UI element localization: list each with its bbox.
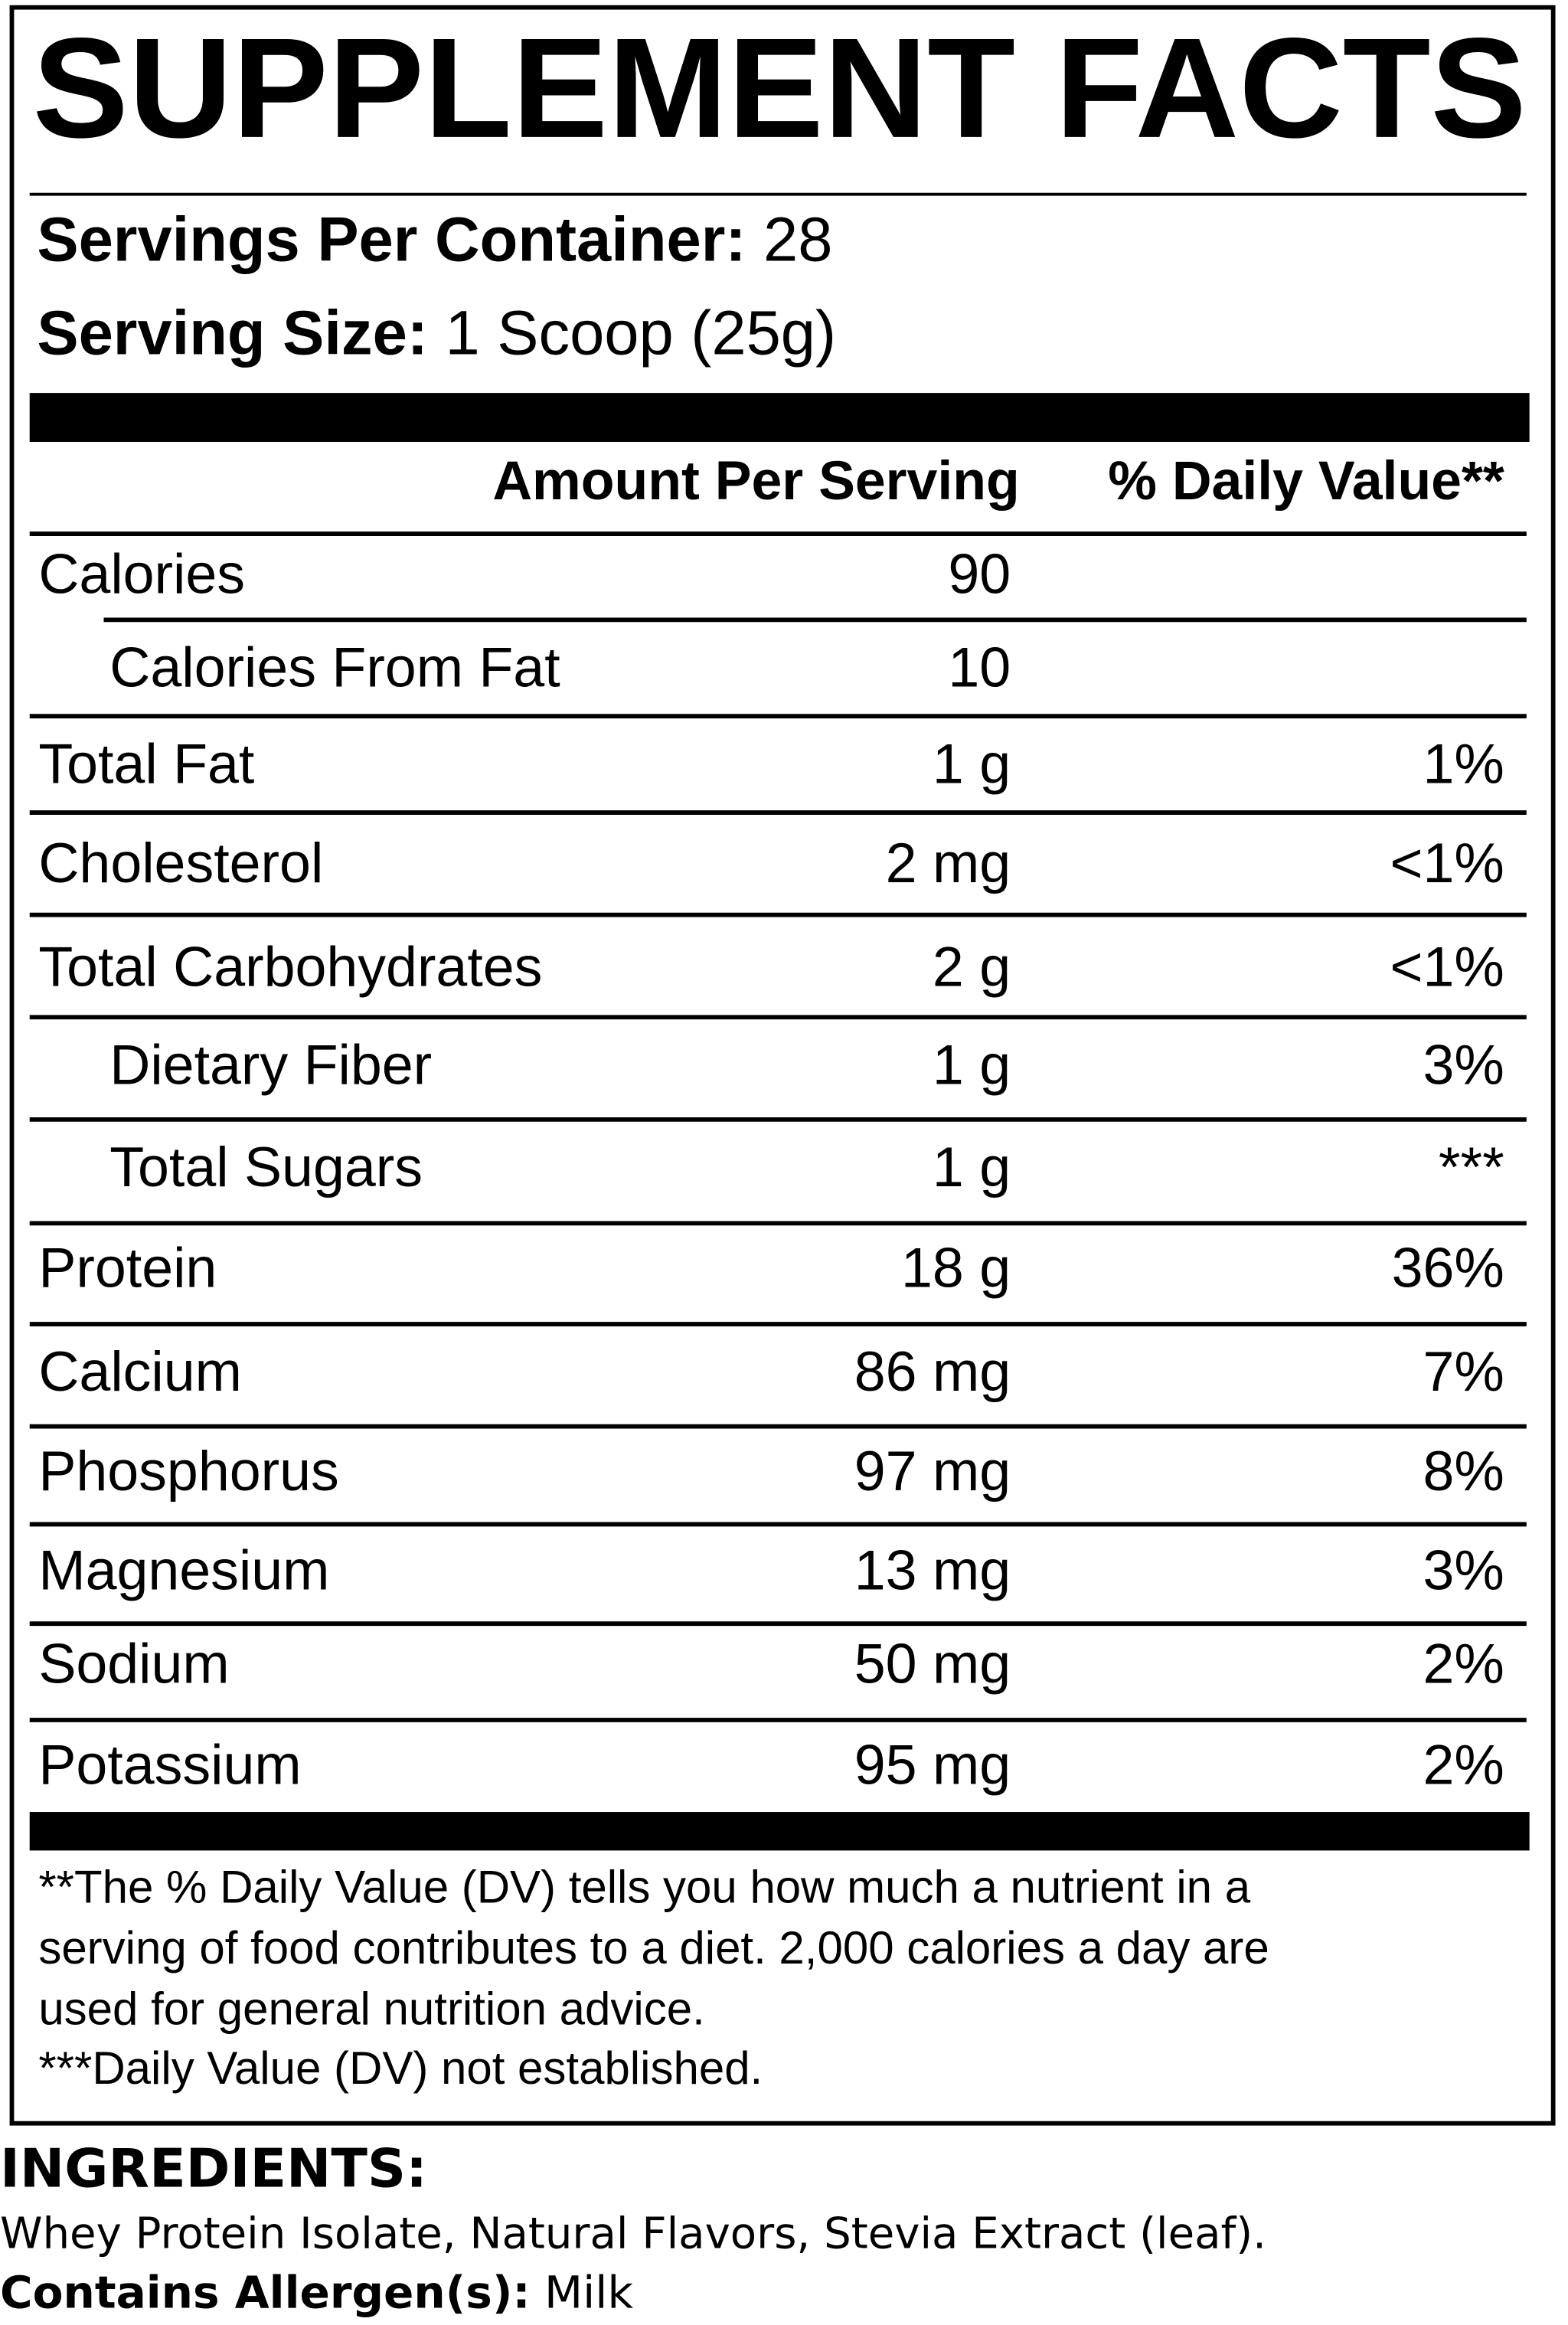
nutrient-name: Cholesterol	[38, 831, 323, 894]
nutrient-dv: ***	[1439, 1135, 1504, 1198]
allergen-value: Milk	[544, 2266, 633, 2318]
thick-bar	[29, 1812, 1530, 1851]
nutrient-name: Dietary Fiber	[109, 1032, 432, 1096]
nutrient-amount: 13 mg	[854, 1539, 1011, 1602]
serving-size: Serving Size: 1 Scoop (25g)	[37, 299, 836, 368]
nutrient-name: Magnesium	[38, 1539, 329, 1602]
servings: Servings Per Container: 28	[37, 205, 832, 275]
nutrient-amount: 86 mg	[854, 1339, 1011, 1403]
nutrient-amount: 95 mg	[854, 1732, 1011, 1796]
nutrient-dv: 8%	[1423, 1439, 1504, 1503]
nutrient-amount: 1 g	[933, 1032, 1011, 1096]
footnote: ***Daily Value (DV) not established.	[38, 2042, 763, 2094]
nutrient-dv: 1%	[1423, 731, 1504, 795]
serving-size-label: Serving Size:	[37, 299, 427, 368]
serving-size-value: 1 Scoop (25g)	[445, 299, 836, 368]
title: SUPPLEMENT FACTS	[33, 9, 1527, 168]
nutrient-dv: 3%	[1423, 1539, 1504, 1602]
nutrient-dv: 3%	[1423, 1032, 1504, 1096]
rows: Calories 90 Calories From Fat 10 Total Fat 1 …	[29, 542, 1527, 1796]
nutrient-amount: 1 g	[933, 731, 1011, 795]
nutrient-name: Potassium	[38, 1732, 301, 1796]
allergen-label: Contains Allergen(s):	[0, 2266, 531, 2318]
nutrient-dv: 2%	[1423, 1732, 1504, 1796]
nutrient-name: Total Carbohydrates	[38, 935, 542, 999]
nutrient-dv: 2%	[1423, 1632, 1504, 1696]
nutrient-name: Calories From Fat	[109, 636, 560, 699]
nutrient-name: Protein	[38, 1236, 217, 1300]
footnote: used for general nutrition advice.	[38, 1983, 704, 2034]
thick-bar	[29, 393, 1530, 442]
nutrient-name: Calories	[38, 542, 245, 606]
footnotes: **The % Daily Value (DV) tells you how m…	[38, 1862, 1269, 2094]
ingredients-heading: INGREDIENTS:	[0, 2138, 427, 2200]
header-daily-value: % Daily Value**	[1108, 450, 1504, 512]
nutrient-name: Phosphorus	[38, 1439, 338, 1503]
nutrient-amount: 2 g	[933, 935, 1011, 999]
nutrient-name: Total Sugars	[109, 1135, 423, 1198]
header-amount: Amount Per Serving	[492, 450, 1019, 512]
label-border	[9, 5, 1556, 2126]
nutrient-amount: 10	[948, 636, 1011, 699]
nutrient-dv: 7%	[1423, 1339, 1504, 1403]
footnote: serving of food contributes to a diet. 2…	[38, 1922, 1269, 1973]
nutrient-name: Total Fat	[38, 731, 254, 795]
nutrient-amount: 18 g	[901, 1236, 1011, 1300]
nutrient-dv: <1%	[1390, 831, 1504, 894]
footnote: **The % Daily Value (DV) tells you how m…	[38, 1862, 1250, 1913]
nutrient-name: Sodium	[38, 1632, 229, 1696]
nutrient-amount: 1 g	[933, 1135, 1011, 1198]
nutrient-name: Calcium	[38, 1339, 242, 1403]
allergens: Contains Allergen(s): Milk	[0, 2266, 633, 2318]
nutrient-dv: 36%	[1392, 1236, 1504, 1300]
ingredients-text: Whey Protein Isolate, Natural Flavors, S…	[0, 2209, 1266, 2258]
nutrient-amount: 50 mg	[854, 1632, 1011, 1696]
servings-value: 28	[763, 205, 832, 275]
nutrient-amount: 97 mg	[854, 1439, 1011, 1503]
servings-label: Servings Per Container:	[37, 205, 746, 275]
nutrient-dv: <1%	[1390, 935, 1504, 999]
nutrient-amount: 2 mg	[886, 831, 1011, 894]
nutrient-amount: 90	[948, 542, 1011, 606]
